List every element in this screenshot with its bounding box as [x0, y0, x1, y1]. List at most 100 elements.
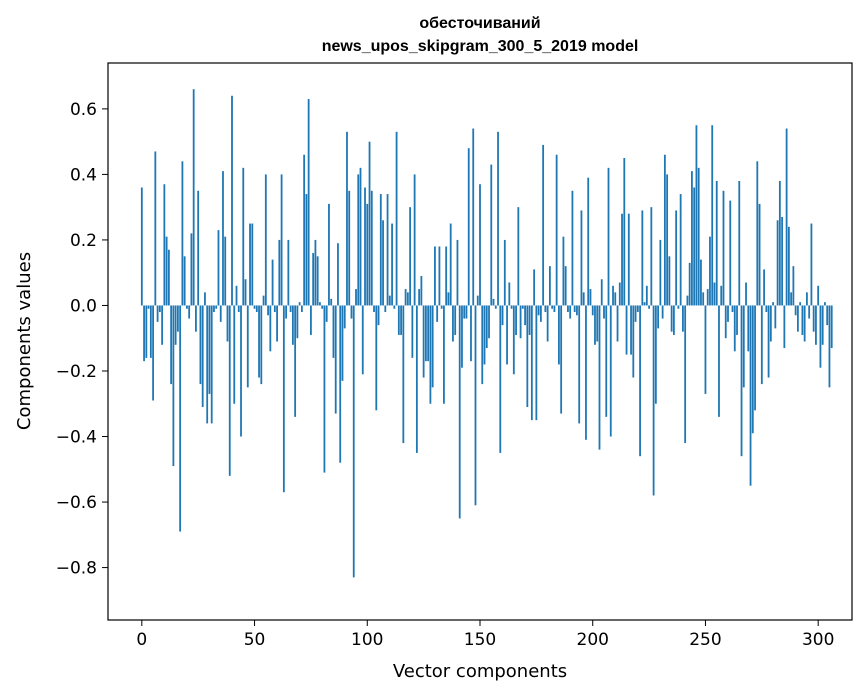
bar-112 [393, 305, 396, 309]
bar-290 [794, 305, 797, 316]
bar-135 [445, 246, 448, 306]
bar-306 [830, 305, 833, 349]
bar-164 [510, 305, 513, 309]
bar-148 [474, 305, 477, 506]
bar-216 [627, 213, 630, 306]
bar-101 [368, 141, 371, 306]
bar-23 [192, 89, 195, 306]
bar-50 [253, 305, 256, 309]
bar-167 [517, 207, 520, 306]
bar-63 [282, 305, 285, 493]
bar-179 [544, 305, 547, 313]
bar-271 [751, 305, 754, 434]
bar-93 [350, 305, 353, 319]
bar-89 [341, 305, 344, 381]
bar-13 [170, 305, 173, 385]
bar-274 [758, 203, 761, 306]
bar-169 [521, 305, 524, 309]
bar-99 [364, 187, 366, 306]
bar-254 [713, 282, 716, 306]
bar-87 [337, 243, 339, 306]
bar-16 [176, 305, 179, 332]
bar-134 [443, 305, 445, 404]
bar-128 [429, 305, 432, 404]
bar-100 [366, 203, 369, 306]
bar-153 [485, 305, 488, 349]
bar-66 [289, 305, 292, 313]
bar-58 [271, 259, 274, 306]
bar-108 [384, 305, 387, 313]
bar-42 [235, 285, 238, 306]
bar-286 [785, 128, 788, 306]
bar-29 [206, 305, 209, 424]
bar-136 [447, 292, 450, 306]
bar-86 [334, 305, 337, 414]
bar-242 [686, 295, 689, 306]
bar-139 [454, 305, 457, 335]
x-tick-label: 300 [802, 630, 834, 650]
bar-40 [231, 95, 233, 306]
bar-32 [213, 305, 215, 313]
bar-15 [174, 305, 177, 345]
bar-247 [697, 167, 700, 306]
bar-152 [483, 305, 486, 365]
bar-207 [607, 167, 610, 306]
bar-198 [587, 177, 590, 306]
bar-123 [418, 289, 421, 306]
bar-304 [826, 305, 829, 326]
bar-253 [711, 125, 714, 306]
bar-289 [792, 266, 795, 306]
bar-283 [778, 180, 781, 306]
bar-109 [386, 194, 389, 306]
y-tick-label: 0.6 [70, 100, 97, 120]
bar-137 [449, 223, 452, 306]
bar-95 [355, 289, 357, 306]
bar-295 [806, 292, 808, 306]
bar-142 [461, 305, 463, 368]
bar-177 [539, 305, 542, 322]
bar-222 [641, 210, 644, 306]
bar-130 [434, 246, 436, 306]
bar-199 [589, 289, 592, 306]
bar-221 [639, 305, 641, 457]
bar-91 [346, 131, 348, 306]
bar-213 [621, 213, 623, 306]
bar-269 [747, 305, 750, 352]
bar-28 [204, 292, 206, 306]
bar-175 [535, 305, 538, 421]
bar-196 [582, 292, 585, 306]
bar-217 [630, 305, 632, 355]
bar-11 [165, 236, 168, 306]
bar-166 [515, 305, 517, 335]
bar-120 [411, 305, 414, 358]
bar-160 [501, 305, 504, 326]
bar-182 [551, 305, 554, 309]
bar-226 [650, 207, 653, 306]
bar-259 [724, 305, 727, 339]
bar-172 [528, 305, 531, 335]
chart-title-line2: news_upos_skipgram_300_5_2019 model [322, 38, 639, 55]
bar-234 [668, 256, 671, 306]
x-tick-label: 250 [689, 630, 721, 650]
bar-301 [819, 305, 822, 368]
bar-162 [506, 305, 508, 365]
bar-243 [688, 262, 691, 306]
bar-36 [222, 171, 224, 306]
bar-143 [463, 305, 466, 319]
bar-210 [614, 292, 617, 306]
bar-126 [424, 305, 427, 362]
plot-frame [107, 62, 853, 621]
bar-150 [479, 184, 481, 306]
bar-239 [679, 194, 682, 306]
bar-97 [359, 167, 362, 306]
bar-294 [803, 305, 806, 342]
bar-158 [497, 131, 499, 306]
bar-202 [596, 305, 599, 342]
bar-296 [808, 305, 811, 319]
bar-277 [765, 305, 768, 313]
bar-107 [382, 220, 384, 306]
bar-14 [172, 305, 175, 467]
bar-39 [228, 305, 231, 476]
bar-165 [512, 305, 515, 375]
bar-285 [783, 305, 786, 349]
